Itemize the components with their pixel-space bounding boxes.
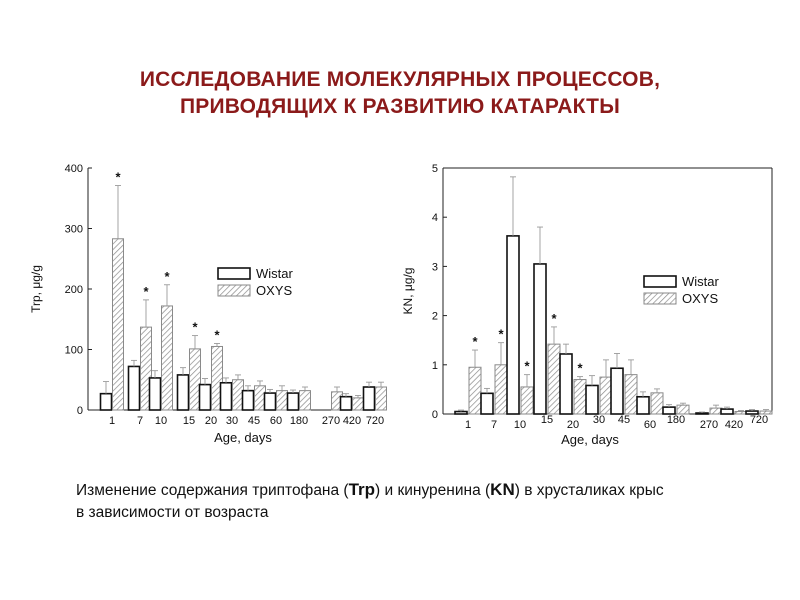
legend-label-wistar: Wistar xyxy=(682,274,720,289)
y-tick-label: 100 xyxy=(65,345,83,357)
bar-oxys-60 xyxy=(650,392,664,415)
figure-caption: Изменение содержания триптофана (Trp) и … xyxy=(76,479,766,524)
significance-star: * xyxy=(214,327,220,342)
y-tick-label: 4 xyxy=(432,212,438,224)
caption-text-1: Изменение содержания триптофана ( xyxy=(76,482,349,499)
x-tick-label-60: 60 xyxy=(270,415,282,427)
x-tick-label-10: 10 xyxy=(155,415,167,427)
significance-star: * xyxy=(551,311,557,326)
x-tick-label-420: 420 xyxy=(725,419,743,431)
bar-oxys-7 xyxy=(494,364,508,415)
x-tick-label-45: 45 xyxy=(248,415,260,427)
caption-text-2: ) и кинуренина ( xyxy=(375,482,491,499)
x-tick-label-1: 1 xyxy=(465,419,471,431)
x-tick-label-7: 7 xyxy=(137,415,143,427)
legend-label-oxys: OXYS xyxy=(256,283,292,298)
bar-wistar-20 xyxy=(559,353,573,415)
bar-wistar-180 xyxy=(662,406,676,415)
bar-wistar-7 xyxy=(480,392,494,415)
x-tick-label-15: 15 xyxy=(541,414,553,426)
bar-oxys-180 xyxy=(676,404,690,415)
significance-star: * xyxy=(192,320,198,335)
x-tick-label-20: 20 xyxy=(567,419,579,431)
significance-star: * xyxy=(115,170,121,185)
y-tick-label: 0 xyxy=(432,409,438,421)
x-tick-label-30: 30 xyxy=(226,415,238,427)
x-tick-label-180: 180 xyxy=(667,414,685,426)
y-axis-title: KN, μg/g xyxy=(401,268,415,315)
significance-star: * xyxy=(143,284,149,299)
x-tick-label-60: 60 xyxy=(644,419,656,431)
y-tick-label: 5 xyxy=(432,163,438,175)
legend-swatch-oxys xyxy=(217,284,251,297)
bar-wistar-15 xyxy=(533,263,547,415)
y-tick-label: 3 xyxy=(432,261,438,273)
x-tick-label-15: 15 xyxy=(183,415,195,427)
bar-wistar-30 xyxy=(585,384,599,415)
significance-star: * xyxy=(524,359,530,374)
slide-title-line-2: ПРИВОДЯЩИХ К РАЗВИТИЮ КАТАРАКТЫ xyxy=(180,95,620,118)
x-tick-label-10: 10 xyxy=(514,419,526,431)
y-tick-label: 200 xyxy=(65,284,83,296)
x-tick-label-720: 720 xyxy=(750,414,768,426)
bar-wistar-270 xyxy=(695,412,709,415)
bar-oxys-15 xyxy=(547,343,561,415)
x-axis-title: Age, days xyxy=(214,430,272,445)
caption-trp: Trp xyxy=(348,480,376,499)
y-tick-label: 2 xyxy=(432,311,438,323)
legend-label-oxys: OXYS xyxy=(682,291,718,306)
bar-wistar-60 xyxy=(636,395,650,415)
legend-swatch-oxys xyxy=(643,292,677,305)
significance-star: * xyxy=(498,327,504,342)
x-tick-label-30: 30 xyxy=(593,414,605,426)
x-tick-label-20: 20 xyxy=(205,415,217,427)
caption-kn: KN xyxy=(490,480,515,499)
bar-oxys-10 xyxy=(520,386,534,415)
legend-label-wistar: Wistar xyxy=(256,266,294,281)
x-tick-label-45: 45 xyxy=(618,414,630,426)
y-tick-label: 400 xyxy=(65,163,83,175)
y-tick-label: 0 xyxy=(77,405,83,417)
bar-oxys-20 xyxy=(573,379,587,415)
significance-star: * xyxy=(577,361,583,376)
x-axis-title: Age, days xyxy=(561,432,619,447)
bar-oxys-1 xyxy=(468,366,482,415)
y-axis-title: Trp, μg/g xyxy=(29,265,43,313)
x-tick-label-7: 7 xyxy=(491,419,497,431)
slide-title: ИССЛЕДОВАНИЕ МОЛЕКУЛЯРНЫХ ПРОЦЕССОВ, ПРИ… xyxy=(0,66,800,120)
x-tick-label-420: 420 xyxy=(343,415,361,427)
x-tick-label-1: 1 xyxy=(109,415,115,427)
caption-line-2: в зависимости от возраста xyxy=(76,504,269,521)
y-tick-label: 1 xyxy=(432,360,438,372)
bar-wistar-10 xyxy=(506,235,520,415)
bar-wistar-1 xyxy=(454,410,468,415)
x-tick-label-270: 270 xyxy=(322,415,340,427)
significance-star: * xyxy=(164,269,170,284)
significance-star: * xyxy=(472,334,478,349)
bar-wistar-420 xyxy=(720,408,734,415)
bar-wistar-45 xyxy=(610,367,624,415)
slide-title-line-1: ИССЛЕДОВАНИЕ МОЛЕКУЛЯРНЫХ ПРОЦЕССОВ, xyxy=(139,68,661,91)
x-tick-label-180: 180 xyxy=(290,415,308,427)
legend-swatch-wistar xyxy=(643,275,677,288)
y-tick-label: 300 xyxy=(65,224,83,236)
caption-text-3: ) в хрусталиках крыс xyxy=(514,482,664,499)
x-tick-label-270: 270 xyxy=(700,419,718,431)
legend-swatch-wistar xyxy=(217,267,251,280)
x-tick-label-720: 720 xyxy=(366,415,384,427)
bar-oxys-45 xyxy=(624,374,638,415)
